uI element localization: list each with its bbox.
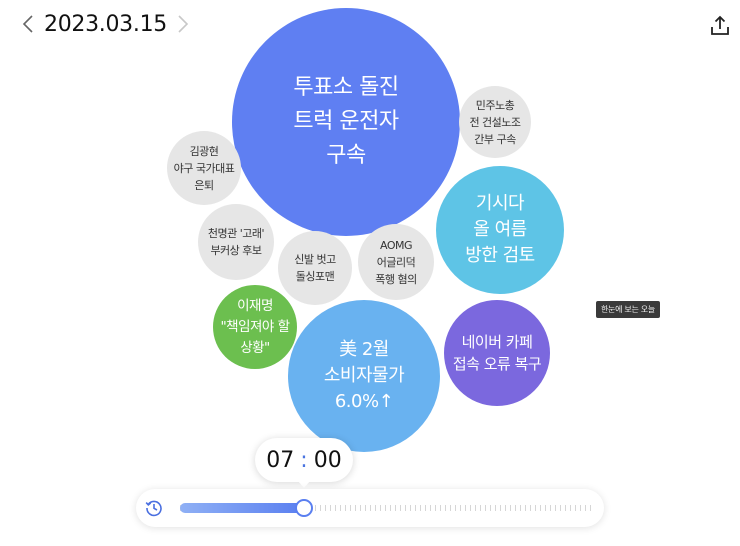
date-title: 2023.03.15	[44, 11, 167, 37]
time-hour: 07	[266, 447, 295, 473]
chevron-right-icon	[178, 15, 189, 33]
time-display: 07 : 00	[255, 438, 353, 488]
topic-bubble-label: 천명관 '고래' 부커상 후보	[207, 227, 265, 257]
topic-bubble-label: 美 2월 소비자물가 6.0%↑	[323, 339, 405, 412]
topic-bubble-label: 이재명 "책임져야 할 상황"	[220, 297, 290, 356]
topic-bubble-1[interactable]: 투표소 돌진 트럭 운전자 구속	[232, 8, 460, 236]
time-minute: 00	[313, 447, 342, 473]
topic-bubble-5[interactable]: 천명관 '고래' 부커상 후보	[198, 204, 274, 280]
topic-bubble-label: 김광현 야구 국가대표 은퇴	[173, 144, 235, 192]
topic-bubble-7[interactable]: AOMG 어글리덕 폭행 혐의	[358, 224, 434, 300]
slider-ticks	[180, 505, 592, 511]
topic-bubble-9[interactable]: 美 2월 소비자물가 6.0%↑	[288, 300, 440, 452]
next-date-button[interactable]	[173, 8, 193, 40]
time-separator: :	[300, 447, 308, 473]
slider-knob[interactable]	[294, 499, 313, 517]
topic-bubble-label: 신발 벗고 돌싱포맨	[294, 253, 336, 283]
clock-history-icon	[145, 500, 162, 517]
topic-bubble-2[interactable]: 민주노총 전 건설노조 간부 구속	[459, 86, 531, 158]
topic-bubble-label: 투표소 돌진 트럭 운전자 구속	[293, 75, 399, 168]
share-icon	[711, 15, 729, 35]
topic-bubble-10[interactable]: 네이버 카페 접속 오류 복구	[444, 300, 550, 406]
timeline-bar	[136, 489, 604, 527]
topic-bubble-label: 기시다 올 여름 방한 검토	[465, 193, 535, 266]
date-navigator: 2023.03.15	[18, 8, 193, 40]
prev-date-button[interactable]	[18, 8, 38, 40]
chevron-left-icon	[22, 15, 33, 33]
topic-bubble-label: 네이버 카페 접속 오류 복구	[452, 333, 542, 373]
topic-bubble-4[interactable]: 기시다 올 여름 방한 검토	[436, 166, 564, 294]
history-clock-button[interactable]	[144, 498, 164, 518]
topic-bubble-label: 민주노총 전 건설노조 간부 구속	[469, 98, 521, 146]
topic-bubble-3[interactable]: 김광현 야구 국가대표 은퇴	[167, 131, 241, 205]
topic-bubble-6[interactable]: 신발 벗고 돌싱포맨	[278, 231, 352, 305]
share-button[interactable]	[708, 14, 732, 38]
time-slider[interactable]	[180, 499, 592, 517]
slider-fill	[180, 503, 304, 513]
topic-bubble-8[interactable]: 이재명 "책임져야 할 상황"	[213, 285, 297, 369]
topic-bubble-label: AOMG 어글리덕 폭행 혐의	[375, 238, 417, 286]
tooltip: 한눈에 보는 오늘	[596, 301, 660, 318]
